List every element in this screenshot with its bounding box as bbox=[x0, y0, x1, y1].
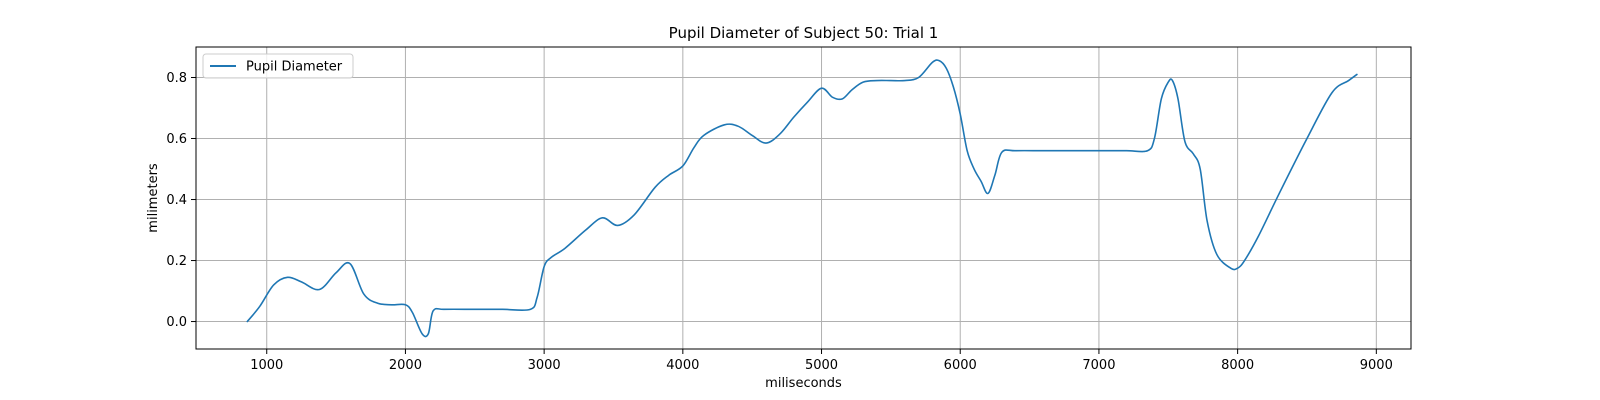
grid-lines bbox=[196, 47, 1411, 349]
x-tick-label: 7000 bbox=[1082, 358, 1115, 373]
legend-label-pupil-diameter: Pupil Diameter bbox=[246, 60, 343, 75]
x-tick-label: 2000 bbox=[389, 358, 422, 373]
y-tick-label: 0.2 bbox=[166, 254, 187, 269]
y-tick-label: 0.0 bbox=[166, 315, 187, 330]
x-tick-label: 3000 bbox=[528, 358, 561, 373]
x-axis-label: miliseconds bbox=[765, 376, 842, 391]
y-tick-label: 0.6 bbox=[166, 132, 187, 147]
y-tick-label: 0.8 bbox=[166, 71, 187, 86]
legend-box bbox=[202, 53, 354, 79]
plot-area-frame bbox=[195, 46, 1412, 350]
chart-title: Pupil Diameter of Subject 50: Trial 1 bbox=[669, 24, 939, 42]
x-tick-label: 5000 bbox=[805, 358, 838, 373]
x-tick-label: 4000 bbox=[666, 358, 699, 373]
axis-ticks: 1000 2000 3000 4000 5000 6000 7000 8000 9000 0.0 0… bbox=[166, 71, 1393, 373]
legend: Pupil Diameter bbox=[202, 53, 354, 79]
x-tick-label: 9000 bbox=[1360, 358, 1393, 373]
series-line-pupil-diameter bbox=[246, 59, 1358, 338]
x-tick-label: 6000 bbox=[944, 358, 977, 373]
x-tick-label: 8000 bbox=[1221, 358, 1254, 373]
y-axis-label: milimeters bbox=[146, 163, 161, 233]
x-tick-label: 1000 bbox=[250, 358, 283, 373]
series-layer bbox=[246, 59, 1358, 338]
y-tick-label: 0.4 bbox=[166, 193, 187, 208]
